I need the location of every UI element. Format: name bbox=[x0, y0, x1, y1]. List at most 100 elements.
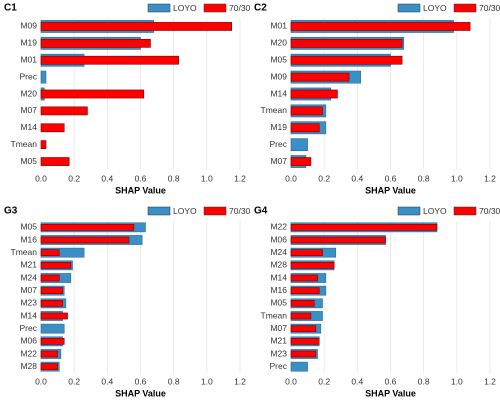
y-tick-label: M16 bbox=[20, 234, 37, 244]
bar bbox=[40, 106, 88, 116]
bar bbox=[290, 287, 320, 295]
bar bbox=[290, 55, 403, 65]
y-tick-label: M19 bbox=[270, 122, 287, 132]
bar bbox=[290, 72, 350, 82]
x-axis-label: SHAP Value bbox=[115, 185, 166, 195]
y-tick-label: M07 bbox=[270, 156, 287, 166]
y-tick-label: M07 bbox=[20, 105, 37, 115]
x-tick-label: 0.0 bbox=[285, 173, 297, 183]
y-tick-label: M05 bbox=[20, 156, 37, 166]
bar bbox=[40, 22, 233, 31]
bar bbox=[40, 287, 63, 295]
bar bbox=[40, 350, 58, 358]
x-tick-label: 0.8 bbox=[418, 173, 430, 183]
y-tick-label: Prec bbox=[270, 361, 288, 371]
x-axis-label: SHAP Value bbox=[115, 388, 166, 398]
x-tick-label: 0.2 bbox=[318, 376, 330, 386]
bar bbox=[290, 223, 438, 231]
y-tick-label: M14 bbox=[20, 310, 37, 320]
x-tick-label: 0.0 bbox=[35, 376, 47, 386]
y-tick-label: M05 bbox=[20, 222, 37, 232]
bar bbox=[40, 38, 151, 48]
bar bbox=[40, 89, 145, 99]
panel-title: C1 bbox=[4, 3, 17, 14]
x-tick-label: 0.8 bbox=[418, 376, 430, 386]
bar bbox=[290, 123, 320, 133]
bar bbox=[290, 337, 320, 345]
bar bbox=[290, 325, 317, 333]
x-tick-label: 0.2 bbox=[318, 173, 330, 183]
y-tick-label: M24 bbox=[270, 247, 287, 257]
y-tick-label: M01 bbox=[20, 54, 37, 64]
y-tick-label: M23 bbox=[270, 348, 287, 358]
y-tick-label: M19 bbox=[20, 38, 37, 48]
y-tick-label: M20 bbox=[20, 88, 37, 98]
bar bbox=[40, 299, 63, 307]
bar bbox=[290, 89, 338, 99]
legend-swatch bbox=[147, 3, 171, 13]
x-tick-label: 0.8 bbox=[168, 376, 180, 386]
bar bbox=[290, 312, 312, 320]
bar bbox=[40, 223, 135, 231]
y-tick-label: M01 bbox=[270, 21, 287, 31]
legend-label: LOYO bbox=[173, 206, 197, 216]
x-tick-label: 1.0 bbox=[201, 173, 213, 183]
bar bbox=[290, 361, 308, 372]
x-tick-label: 1.2 bbox=[484, 173, 496, 183]
legend-swatch bbox=[203, 3, 227, 13]
y-tick-label: M20 bbox=[270, 38, 287, 48]
y-tick-label: M05 bbox=[270, 298, 287, 308]
y-tick-label: M21 bbox=[20, 260, 37, 270]
x-tick-label: 0.6 bbox=[135, 376, 147, 386]
bar bbox=[40, 274, 60, 282]
y-tick-label: M06 bbox=[20, 336, 37, 346]
x-tick-label: 1.0 bbox=[201, 376, 213, 386]
x-tick-label: 0.6 bbox=[385, 173, 397, 183]
x-tick-label: 0.2 bbox=[68, 173, 80, 183]
x-tick-label: 0.4 bbox=[101, 173, 113, 183]
x-tick-label: 0.4 bbox=[351, 376, 363, 386]
bar bbox=[290, 350, 317, 358]
legend-swatch bbox=[453, 206, 477, 216]
x-tick-label: 1.2 bbox=[484, 376, 496, 386]
y-tick-label: Prec bbox=[20, 323, 38, 333]
x-tick-label: 0.2 bbox=[68, 376, 80, 386]
y-tick-label: M22 bbox=[270, 222, 287, 232]
x-tick-label: 1.2 bbox=[234, 376, 246, 386]
y-tick-label: Prec bbox=[20, 71, 38, 81]
y-tick-label: Tmean bbox=[11, 247, 38, 257]
y-tick-label: M09 bbox=[270, 71, 287, 81]
x-tick-label: 0.8 bbox=[168, 173, 180, 183]
bar bbox=[40, 337, 65, 345]
bar bbox=[290, 249, 323, 257]
y-tick-label: Tmean bbox=[261, 105, 288, 115]
x-tick-label: 0.4 bbox=[101, 376, 113, 386]
bar bbox=[290, 22, 471, 31]
panel-title: G3 bbox=[4, 206, 18, 217]
legend-label: 70/30 bbox=[479, 3, 500, 13]
legend-label: LOYO bbox=[423, 3, 447, 13]
x-tick-label: 0.6 bbox=[385, 376, 397, 386]
legend-label: 70/30 bbox=[229, 206, 251, 216]
legend-label: LOYO bbox=[423, 206, 447, 216]
bar bbox=[290, 261, 335, 269]
legend-swatch bbox=[397, 3, 421, 13]
x-tick-label: 1.2 bbox=[234, 173, 246, 183]
bar bbox=[40, 236, 130, 244]
legend-swatch bbox=[203, 206, 227, 216]
y-tick-label: M07 bbox=[20, 285, 37, 295]
y-tick-label: M14 bbox=[270, 272, 287, 282]
y-tick-label: M07 bbox=[270, 323, 287, 333]
bar bbox=[290, 236, 386, 244]
x-tick-label: 1.0 bbox=[451, 376, 463, 386]
bar bbox=[40, 123, 65, 133]
bar bbox=[40, 363, 58, 371]
y-tick-label: Tmean bbox=[11, 139, 38, 149]
panel-title: G4 bbox=[254, 206, 268, 217]
y-tick-label: M28 bbox=[20, 361, 37, 371]
y-tick-label: M22 bbox=[20, 348, 37, 358]
bar bbox=[40, 70, 47, 84]
y-tick-label: M14 bbox=[270, 88, 287, 98]
legend-label: LOYO bbox=[173, 3, 197, 13]
x-axis-label: SHAP Value bbox=[365, 388, 416, 398]
